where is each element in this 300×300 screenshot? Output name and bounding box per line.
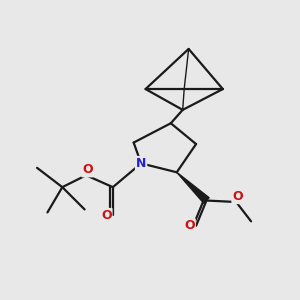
Polygon shape xyxy=(177,172,209,203)
Text: N: N xyxy=(136,157,146,170)
Text: O: O xyxy=(82,164,93,176)
Text: O: O xyxy=(232,190,243,203)
Text: O: O xyxy=(101,209,112,222)
Text: O: O xyxy=(184,219,195,232)
